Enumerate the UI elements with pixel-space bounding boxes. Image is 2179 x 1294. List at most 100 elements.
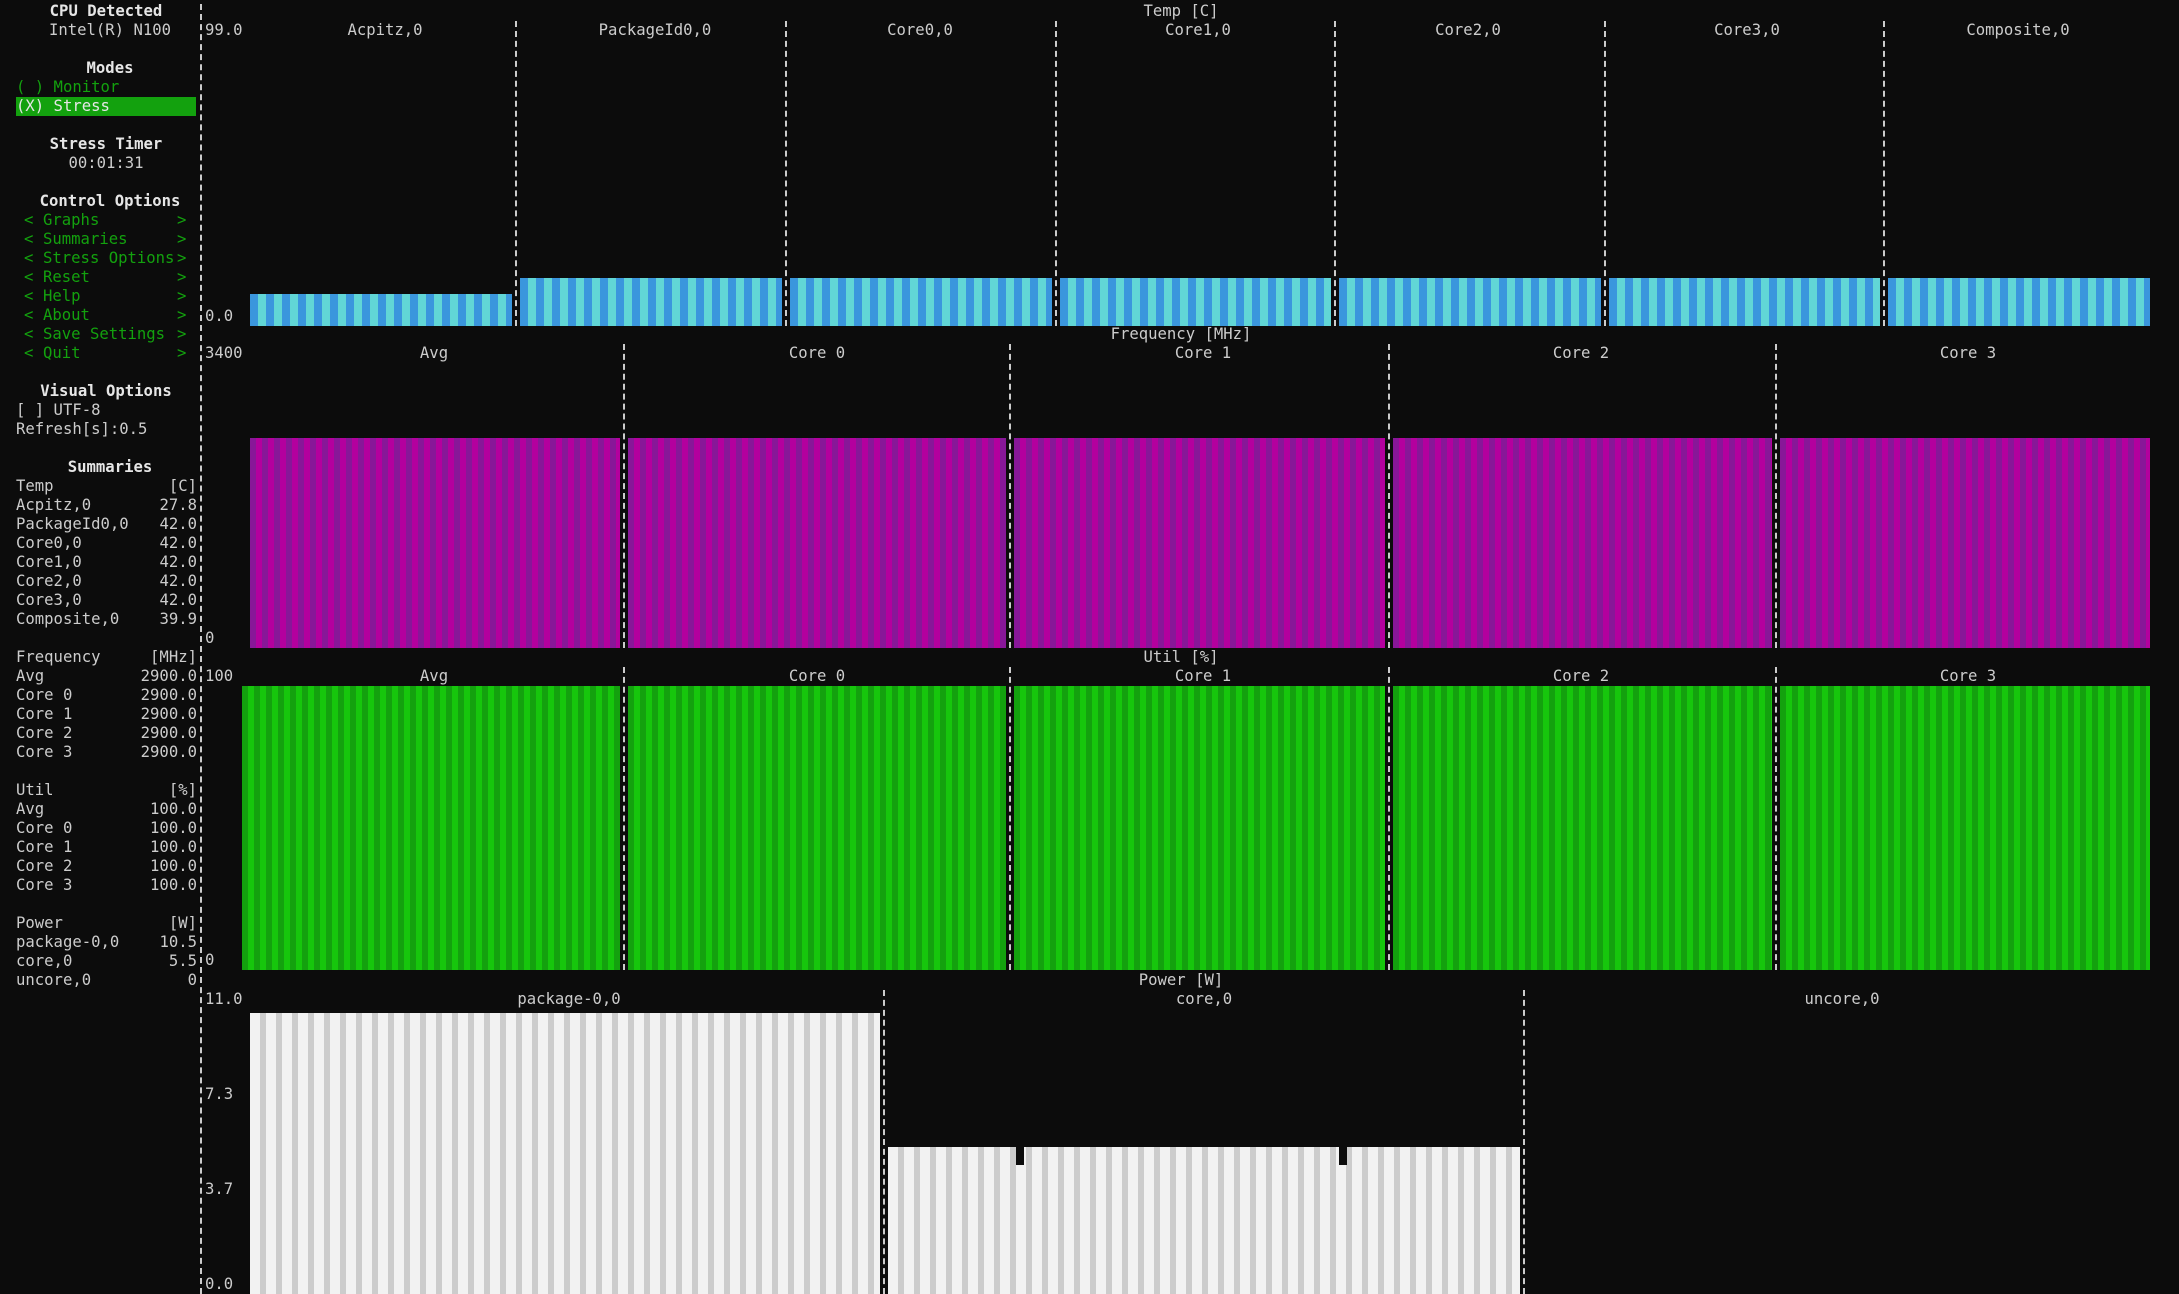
control-option-quit[interactable]: < Quit > (16, 344, 191, 363)
graph-title: Power [W] (1138, 971, 1224, 989)
graph-column-separator (623, 667, 625, 970)
graph-column-separator (785, 21, 787, 326)
sensor-label: Core 2 (1552, 667, 1610, 685)
y-axis-max-label: 3400 (205, 344, 243, 362)
y-axis-max-label: 99.0 (205, 21, 243, 39)
summary-row: Core 1 100.0 (16, 838, 197, 857)
control-options-heading: Control Options (39, 192, 181, 210)
summary-group-unit: [C] (168, 477, 197, 495)
mode-monitor-radio[interactable]: ( ) Monitor (16, 78, 120, 96)
y-axis-label: 0.0 (205, 1275, 234, 1293)
control-option-help[interactable]: < Help > (16, 287, 191, 306)
y-axis-max-label: 100 (205, 667, 234, 685)
summary-row-name: Core 1 (16, 838, 73, 856)
control-option-about[interactable]: < About > (16, 306, 191, 325)
summary-row-name: package-0,0 (16, 933, 120, 951)
control-option-left-bracket: < (24, 249, 34, 267)
sensor-bar (628, 438, 1006, 648)
summary-row-value: 100.0 (150, 819, 197, 837)
graph-column-separator (1055, 21, 1057, 326)
summary-row-value: 2900.0 (140, 686, 197, 704)
control-option-label: About (43, 306, 90, 324)
sensor-label: Core 1 (1174, 667, 1232, 685)
control-option-right-bracket: > (177, 306, 187, 324)
summary-row-value: 2900.0 (140, 667, 197, 685)
control-option-right-bracket: > (177, 211, 187, 229)
sensor-bar (1014, 438, 1385, 648)
bar-notch (1016, 1147, 1024, 1165)
graph-column-separator (1883, 21, 1885, 326)
visual-options-heading: Visual Options (40, 382, 172, 400)
graph-column-separator (1388, 667, 1390, 970)
graph-column-separator (515, 21, 517, 326)
control-option-label: Stress Options (43, 249, 175, 267)
summary-group-unit: [MHz] (150, 648, 197, 666)
control-option-left-bracket: < (24, 306, 34, 324)
sensor-bar (1888, 277, 2150, 326)
sensor-bar (888, 1147, 1520, 1294)
refresh-rate-setting[interactable]: Refresh[s]:0.5 (16, 420, 148, 438)
sensor-bar (1014, 686, 1385, 970)
summary-row-name: Core 1 (16, 705, 73, 723)
summary-row-value: 100.0 (150, 876, 197, 894)
control-option-summaries[interactable]: < Summaries > (16, 230, 191, 249)
sensor-bar (1339, 277, 1601, 326)
sensor-bar (1393, 686, 1772, 970)
control-option-reset[interactable]: < Reset > (16, 268, 191, 287)
control-option-graphs[interactable]: < Graphs > (16, 211, 191, 230)
summary-row: Core 0 2900.0 (16, 686, 197, 705)
summary-row: Acpitz,0 27.8 (16, 496, 197, 515)
sensor-bar (1780, 438, 2150, 648)
summary-row-value: 100.0 (150, 838, 197, 856)
summary-row-name: PackageId0,0 (16, 515, 129, 533)
sensor-label: Core2,0 (1435, 21, 1501, 39)
control-option-right-bracket: > (177, 268, 187, 286)
summary-group-temp: Temp [C] (16, 477, 197, 496)
y-axis-min-label: 0.0 (205, 307, 234, 325)
summary-row: Composite,0 39.9 (16, 610, 197, 629)
summary-row-value: 42.0 (159, 534, 197, 552)
summary-row-name: core,0 (16, 952, 73, 970)
mode-stress-radio[interactable]: (X) Stress (16, 97, 196, 116)
summary-row-value: 39.9 (159, 610, 197, 628)
summary-row-value: 100.0 (150, 857, 197, 875)
summary-group-util: Util [%] (16, 781, 197, 800)
sensor-bar (250, 438, 620, 648)
summary-row: Core3,0 42.0 (16, 591, 197, 610)
sensor-label: Composite,0 (1966, 21, 2070, 39)
control-option-left-bracket: < (24, 230, 34, 248)
summary-row-name: Composite,0 (16, 610, 120, 628)
control-option-right-bracket: > (177, 325, 187, 343)
y-axis-label: 7.3 (205, 1085, 234, 1103)
graph-column-separator (1009, 667, 1011, 970)
graph-column-separator (1775, 344, 1777, 648)
graph-column-separator (1523, 990, 1525, 1294)
summary-row-name: Core 2 (16, 724, 73, 742)
summary-row-name: Core3,0 (16, 591, 82, 609)
y-axis-min-label: 0 (205, 629, 215, 647)
summary-row: Core 2 2900.0 (16, 724, 197, 743)
control-option-stress-options[interactable]: < Stress Options > (16, 249, 191, 268)
graph-column-separator (1604, 21, 1606, 326)
sensor-bar (250, 1013, 880, 1294)
sensor-label: Acpitz,0 (347, 21, 423, 39)
sensor-label: Core0,0 (887, 21, 953, 39)
control-option-save-settings[interactable]: < Save Settings > (16, 325, 191, 344)
sensor-label: PackageId0,0 (598, 21, 712, 39)
control-option-left-bracket: < (24, 287, 34, 305)
summary-group-title: Util (16, 781, 54, 799)
utf8-checkbox[interactable]: [ ] UTF-8 (16, 401, 101, 419)
cpu-name: Intel(R) N100 (48, 21, 172, 39)
graph-column-separator (623, 344, 625, 648)
graph-column-separator (1009, 344, 1011, 648)
summary-group-title: Temp (16, 477, 54, 495)
summary-row-name: Core1,0 (16, 553, 82, 571)
graph-title: Frequency [MHz] (1110, 325, 1252, 343)
stress-timer-value: 00:01:31 (68, 154, 144, 172)
control-option-label: Summaries (43, 230, 128, 248)
summary-row-name: Core 3 (16, 743, 73, 761)
summary-row: Core 1 2900.0 (16, 705, 197, 724)
y-axis-label: 3.7 (205, 1180, 234, 1198)
summary-row-name: Avg (16, 667, 45, 685)
sensor-label: Avg (419, 344, 449, 362)
